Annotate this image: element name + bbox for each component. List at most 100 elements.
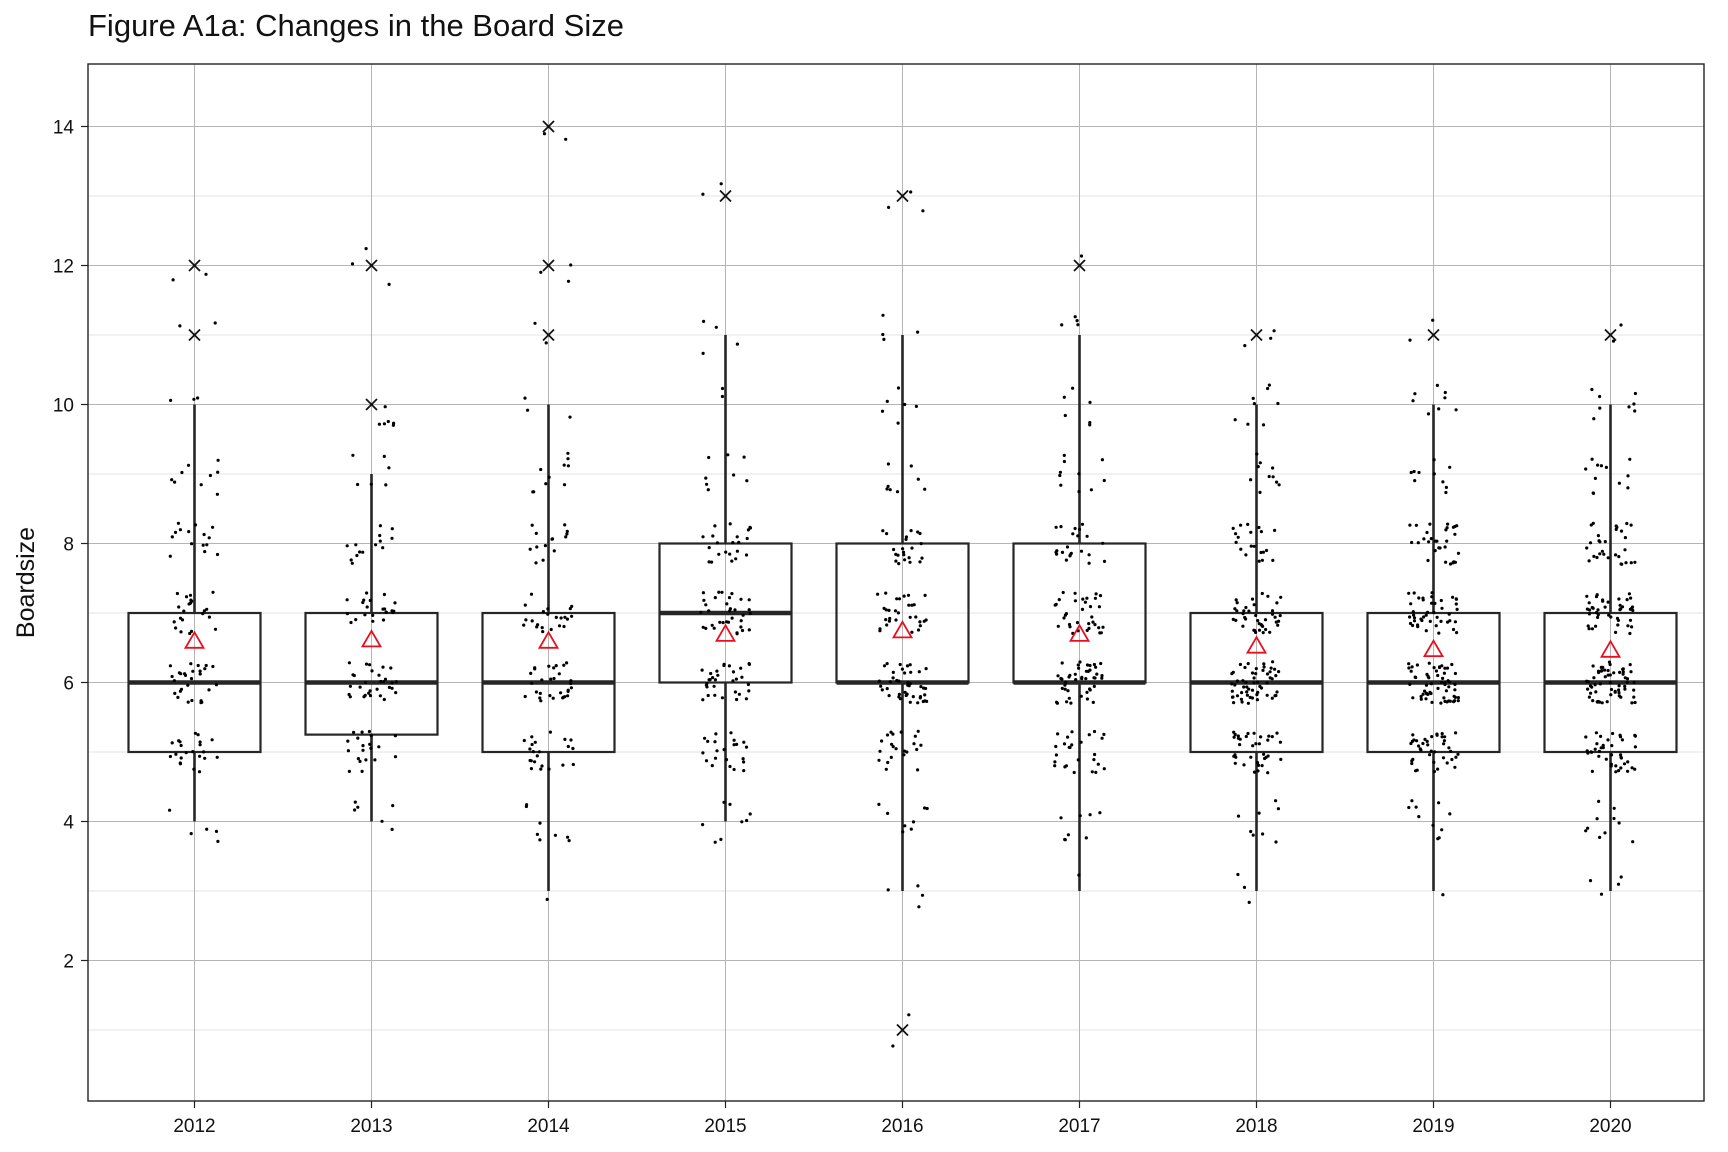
jitter-point: [735, 535, 739, 539]
jitter-point: [1617, 691, 1621, 695]
jitter-point: [722, 662, 726, 667]
jitter-point: [701, 823, 705, 827]
jitter-point: [1066, 689, 1070, 693]
jitter-point: [1628, 663, 1632, 667]
jitter-point: [1276, 401, 1280, 406]
jitter-point: [706, 693, 710, 698]
jitter-point: [1063, 413, 1067, 418]
jitter-point: [1057, 598, 1061, 602]
jitter-point: [1440, 735, 1444, 739]
jitter-point: [390, 686, 394, 690]
jitter-point: [1432, 769, 1436, 774]
jitter-point: [1608, 662, 1612, 667]
jitter-point: [192, 397, 196, 401]
jitter-point: [172, 679, 176, 683]
jitter-point: [1254, 667, 1258, 671]
jitter-point: [1618, 733, 1622, 737]
jitter-point: [378, 539, 382, 543]
jitter-point: [916, 330, 920, 334]
jitter-point: [1056, 624, 1060, 628]
jitter-point: [1621, 672, 1625, 676]
jitter-point: [1424, 697, 1428, 701]
jitter-point: [554, 615, 558, 620]
jitter-point: [1454, 755, 1458, 759]
jitter-point: [747, 662, 752, 667]
jitter-point: [1591, 699, 1595, 703]
jitter-point: [1606, 738, 1610, 742]
jitter-point: [891, 1044, 895, 1048]
jitter-point: [703, 736, 707, 740]
jitter-point: [1097, 626, 1101, 630]
jitter-point: [1453, 620, 1457, 624]
jitter-point: [746, 682, 751, 687]
jitter-point: [1619, 529, 1624, 533]
jitter-point: [216, 839, 220, 844]
mean-marker: [1599, 639, 1622, 658]
jitter-point: [710, 623, 714, 627]
mean-marker: [1422, 638, 1445, 658]
outlier-stroke: [365, 398, 378, 411]
jitter-point: [1053, 603, 1057, 607]
jitter-point: [377, 422, 381, 426]
jitter-point: [533, 760, 537, 764]
jitter-point: [201, 543, 205, 547]
jitter-point: [1608, 673, 1612, 677]
jitter-point: [172, 620, 176, 624]
jitter-point: [534, 690, 539, 694]
jitter-point: [921, 209, 925, 213]
jitter-point: [732, 743, 736, 747]
jitter-point: [1241, 624, 1245, 628]
jitter-point: [1626, 760, 1630, 764]
jitter-point: [176, 695, 180, 700]
jitter-point: [1409, 669, 1413, 673]
jitter-point: [546, 607, 550, 611]
jitter-point: [728, 522, 732, 526]
jitter-point: [722, 748, 726, 752]
jitter-point: [732, 473, 736, 477]
jitter-point: [1453, 671, 1457, 676]
jitter-point: [1629, 523, 1633, 527]
jitter-point: [1246, 422, 1250, 426]
jitter-point: [919, 743, 923, 747]
jitter-point: [533, 666, 537, 670]
jitter-point: [377, 673, 381, 677]
jitter-point: [1436, 686, 1440, 691]
outlier-stroke: [188, 328, 201, 342]
jitter-point: [533, 740, 537, 744]
jitter-point: [1626, 474, 1630, 478]
jitter-point: [1252, 603, 1256, 607]
jitter-point: [1609, 615, 1613, 619]
jitter-point: [741, 757, 745, 761]
jitter-point: [1594, 690, 1598, 694]
jitter-point: [1231, 526, 1235, 531]
jitter-point: [1093, 676, 1097, 680]
jitter-point: [1260, 558, 1264, 562]
jitter-point: [700, 668, 704, 672]
jitter-point: [891, 745, 895, 749]
jitter-point: [1450, 757, 1454, 762]
jitter-point: [710, 560, 714, 564]
jitter-point: [382, 680, 386, 684]
jitter-point: [1445, 526, 1449, 530]
jitter-point: [1617, 694, 1621, 698]
jitter-point: [1628, 618, 1633, 622]
jitter-point: [205, 607, 209, 611]
jitter-point: [377, 745, 381, 749]
jitter-point: [747, 628, 751, 632]
jitter-point: [1088, 423, 1092, 427]
jitter-point: [537, 750, 542, 754]
jitter-point: [1454, 602, 1458, 606]
jitter-point: [1100, 674, 1104, 678]
jitter-point: [384, 610, 388, 614]
jitter-point: [1238, 743, 1242, 747]
jitter-point: [1590, 627, 1594, 631]
jitter-point: [1594, 611, 1599, 615]
jitter-point: [1619, 323, 1623, 327]
jitter-point: [885, 399, 889, 403]
jitter-point: [1092, 662, 1096, 667]
jitter-point: [1235, 694, 1240, 698]
jitter-point: [1078, 660, 1082, 664]
jitter-point: [547, 664, 551, 668]
jitter-point: [893, 609, 898, 613]
jitter-point: [196, 663, 200, 668]
